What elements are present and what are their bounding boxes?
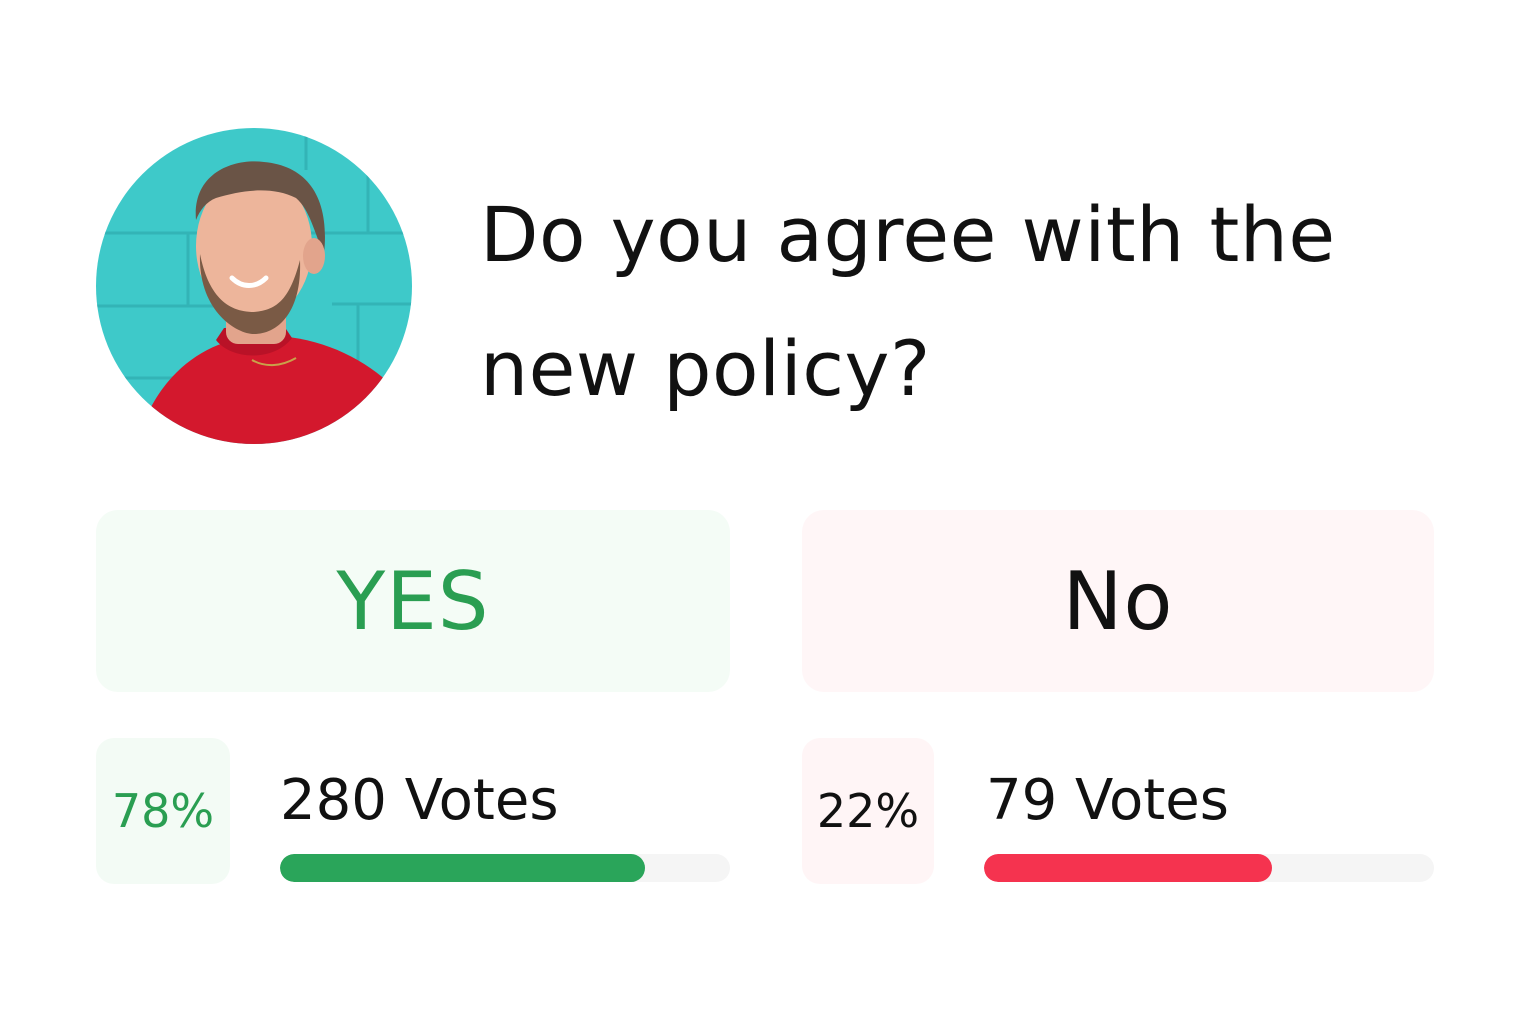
poll-question: Do you agree with the new policy? [480,190,1336,413]
no-percent-badge: 22% [802,738,934,884]
person-avatar-icon [96,128,412,444]
no-progress-fill [984,854,1272,882]
yes-option-button[interactable]: YES [96,510,730,692]
yes-percent-badge: 78% [96,738,230,884]
yes-progress-fill [280,854,645,882]
no-votes-count: 79 Votes [986,768,1229,833]
yes-progress-track [280,854,730,882]
no-progress-track [984,854,1434,882]
yes-votes-count: 280 Votes [280,768,559,833]
no-option-button[interactable]: No [802,510,1434,692]
avatar [96,128,412,444]
